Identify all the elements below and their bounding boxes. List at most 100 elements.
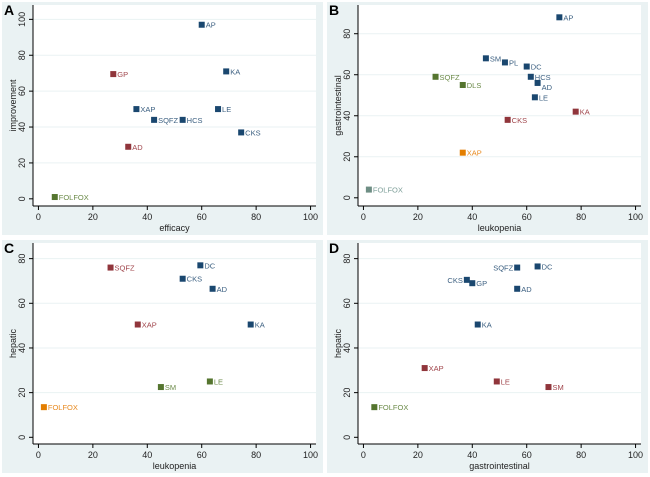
point-label: AD [521, 285, 532, 294]
x-tick-label: 100 [628, 212, 643, 222]
point-label: SM [490, 54, 501, 63]
x-axis-title: efficacy [159, 223, 190, 233]
point-GP [110, 71, 117, 78]
point-label: SQFZ [158, 116, 178, 125]
point-HCS [527, 73, 534, 80]
point-KA [223, 68, 230, 75]
point-CKS [504, 116, 511, 123]
point-FOLFOX [371, 404, 378, 411]
y-tick-label: 40 [17, 343, 27, 353]
point-SQFZ [514, 264, 521, 271]
point-label: LE [539, 93, 548, 102]
x-tick-label: 20 [413, 212, 423, 222]
x-tick-label: 80 [576, 212, 586, 222]
point-GP [469, 280, 476, 287]
y-axis-title: hepatic [333, 328, 343, 358]
point-SQFZ [432, 73, 439, 80]
point-label: AD [542, 83, 553, 92]
point-FOLFOX [365, 186, 372, 193]
point-AP [556, 14, 563, 21]
y-tick-label: 20 [342, 388, 352, 398]
x-tick-label: 40 [467, 212, 477, 222]
x-tick-label: 80 [251, 212, 261, 222]
panel-D: D 0 20 40 60 80 0 20 40 60 80 100 gastrointestinal he… [327, 240, 648, 473]
point-label: SQFZ [493, 264, 513, 273]
point-AD [514, 285, 521, 292]
point-DC [523, 63, 530, 70]
x-tick-label: 0 [36, 450, 41, 460]
point-XAP [459, 149, 466, 156]
point-label: SM [165, 383, 176, 392]
point-AD [125, 143, 132, 150]
point-AP [198, 21, 205, 28]
y-tick-label: 40 [342, 343, 352, 353]
x-tick-label: 20 [413, 450, 423, 460]
point-SM [482, 55, 489, 62]
point-XAP [134, 321, 141, 328]
y-tick-label: 80 [342, 29, 352, 39]
point-SQFZ [151, 116, 158, 123]
point-label: LE [501, 377, 510, 386]
point-KA [247, 321, 254, 328]
x-tick-label: 60 [522, 450, 532, 460]
point-label: HCS [535, 73, 551, 82]
x-tick-label: 40 [142, 450, 152, 460]
x-tick-label: 40 [467, 450, 477, 460]
y-tick-label: 60 [17, 298, 27, 308]
plot-area [33, 5, 316, 206]
y-tick-label: 20 [17, 388, 27, 398]
y-axis-title: improvement [8, 79, 18, 132]
y-tick-label: 60 [342, 298, 352, 308]
x-axis-title: leukopenia [478, 223, 522, 233]
x-tick-label: 0 [361, 450, 366, 460]
x-tick-label: 100 [303, 450, 318, 460]
point-label: GP [476, 279, 487, 288]
plot-area [33, 243, 316, 444]
y-tick-label: 40 [342, 111, 352, 121]
panel-A: A 0 20 40 60 80 100 0 20 40 60 80 100 efficacy improve… [2, 2, 323, 235]
y-tick-label: 100 [17, 12, 27, 27]
y-tick-label: 0 [342, 195, 352, 200]
point-AD [209, 285, 216, 292]
point-LE [531, 94, 538, 101]
point-label: SQFZ [440, 73, 460, 82]
point-label: CKS [512, 116, 527, 125]
point-LE [215, 106, 222, 113]
point-KA [572, 108, 579, 115]
x-tick-label: 60 [197, 450, 207, 460]
point-label: FOLFOX [48, 403, 78, 412]
point-label: CKS [245, 128, 260, 137]
point-label: KA [230, 67, 240, 76]
x-tick-label: 80 [251, 450, 261, 460]
point-LE [493, 378, 500, 385]
point-SM [157, 384, 164, 391]
x-tick-label: 60 [197, 212, 207, 222]
point-XAP [133, 106, 140, 113]
point-label: XAP [140, 105, 155, 114]
plot-area [358, 5, 641, 206]
point-CKS [463, 276, 470, 283]
point-label: CKS [447, 276, 462, 285]
point-LE [206, 378, 213, 385]
point-label: DC [531, 63, 542, 72]
y-tick-label: 80 [17, 50, 27, 60]
y-tick-label: 20 [342, 152, 352, 162]
x-tick-label: 20 [88, 212, 98, 222]
y-tick-label: 20 [17, 158, 27, 168]
point-label: KA [482, 321, 492, 330]
point-label: FOLFOX [378, 403, 408, 412]
y-tick-label: 40 [17, 122, 27, 132]
panel-label: B [329, 2, 339, 18]
point-label: AP [206, 21, 216, 30]
point-label: FOLFOX [373, 186, 403, 195]
y-axis-title: gastrointestinal [333, 75, 343, 136]
point-CKS [179, 275, 186, 282]
x-tick-label: 0 [36, 212, 41, 222]
point-label: KA [580, 108, 590, 117]
point-PL [501, 59, 508, 66]
point-AD [534, 79, 541, 86]
point-label: HCS [187, 116, 203, 125]
y-tick-label: 0 [17, 435, 27, 440]
point-label: SQFZ [115, 264, 135, 273]
